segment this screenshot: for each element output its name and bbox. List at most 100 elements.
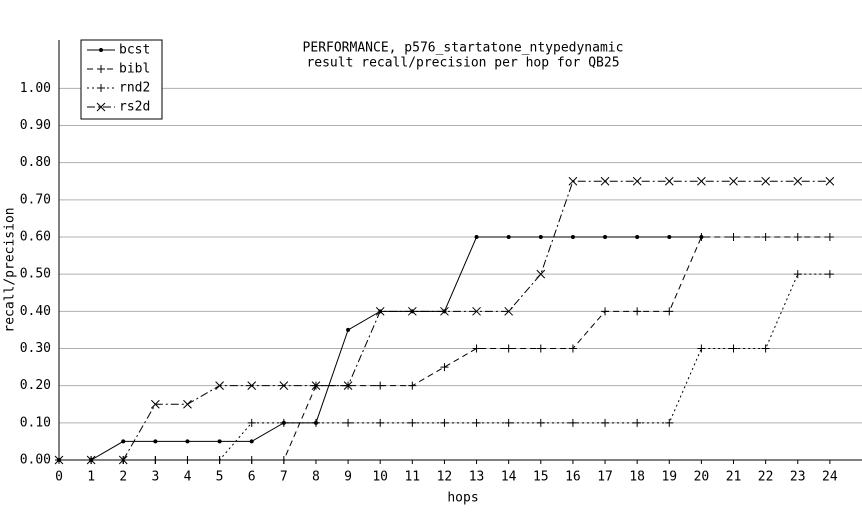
marker-x [183,399,192,409]
marker-dot [635,234,640,239]
marker [86,455,96,465]
marker-dot [346,327,351,332]
x-tick-label: 11 [404,470,420,485]
marker [793,176,803,186]
marker [825,270,834,279]
chart-subtitle: result recall/precision per hop for QB25 [306,56,619,71]
marker [761,232,770,241]
marker-dot [249,439,254,444]
marker [247,418,256,427]
marker-plus [793,270,802,279]
x-tick-label: 14 [501,470,517,485]
marker [344,418,353,427]
marker [279,418,288,427]
marker-dot [217,439,222,444]
marker [697,344,706,353]
y-tick-label: 1.00 [20,81,51,96]
marker [474,234,479,239]
x-tick-label: 8 [312,470,320,485]
marker [568,344,577,353]
marker [440,363,449,372]
marker-x [729,176,738,186]
marker [96,102,106,112]
x-tick-label: 0 [55,470,63,485]
marker [185,439,190,444]
x-tick-label: 10 [372,470,388,485]
x-tick-label: 4 [184,470,192,485]
marker-x [86,455,96,465]
marker [311,418,320,427]
marker-plus [761,232,770,241]
marker-dot [121,439,126,444]
marker-dot [474,234,479,239]
marker [215,456,224,464]
marker-x [697,176,706,186]
marker-plus [633,307,642,316]
marker [247,381,257,391]
marker-plus [665,307,674,316]
marker-dot [99,48,103,52]
marker-x [632,176,642,186]
marker-plus [344,418,353,427]
marker [536,418,545,427]
marker [343,381,353,391]
marker [665,307,674,316]
marker [472,418,481,427]
marker [247,456,256,464]
marker [601,307,610,316]
marker-plus [440,418,449,427]
legend-label: bcst [119,43,150,58]
x-tick-label: 6 [248,470,256,485]
marker [603,234,608,239]
marker [153,439,158,444]
marker-plus [665,418,674,427]
y-tick-label: 0.10 [20,415,51,430]
marker [217,439,222,444]
marker [633,418,642,427]
legend: bcst bibl rnd2 rs2d [80,39,163,120]
marker [408,381,417,390]
marker-plus [472,344,481,353]
marker [472,306,481,316]
marker-x [151,399,160,409]
marker [536,269,546,279]
marker [408,418,417,427]
marker-plus [97,65,105,73]
marker [633,307,642,316]
marker [667,234,672,239]
marker [729,176,738,186]
marker [121,439,126,444]
marker [665,418,674,427]
legend-box [80,39,163,120]
marker-x [440,306,449,316]
marker-x [761,176,770,186]
marker [375,306,385,316]
marker [183,399,192,409]
marker [538,234,543,239]
marker-plus [376,418,385,427]
legend-label: rnd2 [119,81,150,96]
y-tick-label: 0.50 [20,267,51,282]
marker-plus [183,456,192,464]
marker [279,381,289,391]
y-tick-label: 0.70 [20,192,51,207]
marker-plus [376,381,385,390]
marker [215,381,224,391]
x-tick-label: 9 [344,470,352,485]
marker [311,381,321,391]
marker-x [664,176,674,186]
marker [504,344,513,353]
marker [440,306,449,316]
marker-x [311,381,321,391]
marker-plus [311,418,320,427]
marker-plus [825,232,834,241]
x-tick-label: 23 [790,470,806,485]
marker-x [343,381,353,391]
marker [635,234,640,239]
x-tick-label: 20 [694,470,710,485]
marker-x [215,381,224,391]
marker [407,306,417,316]
legend-label: bibl [119,62,150,77]
